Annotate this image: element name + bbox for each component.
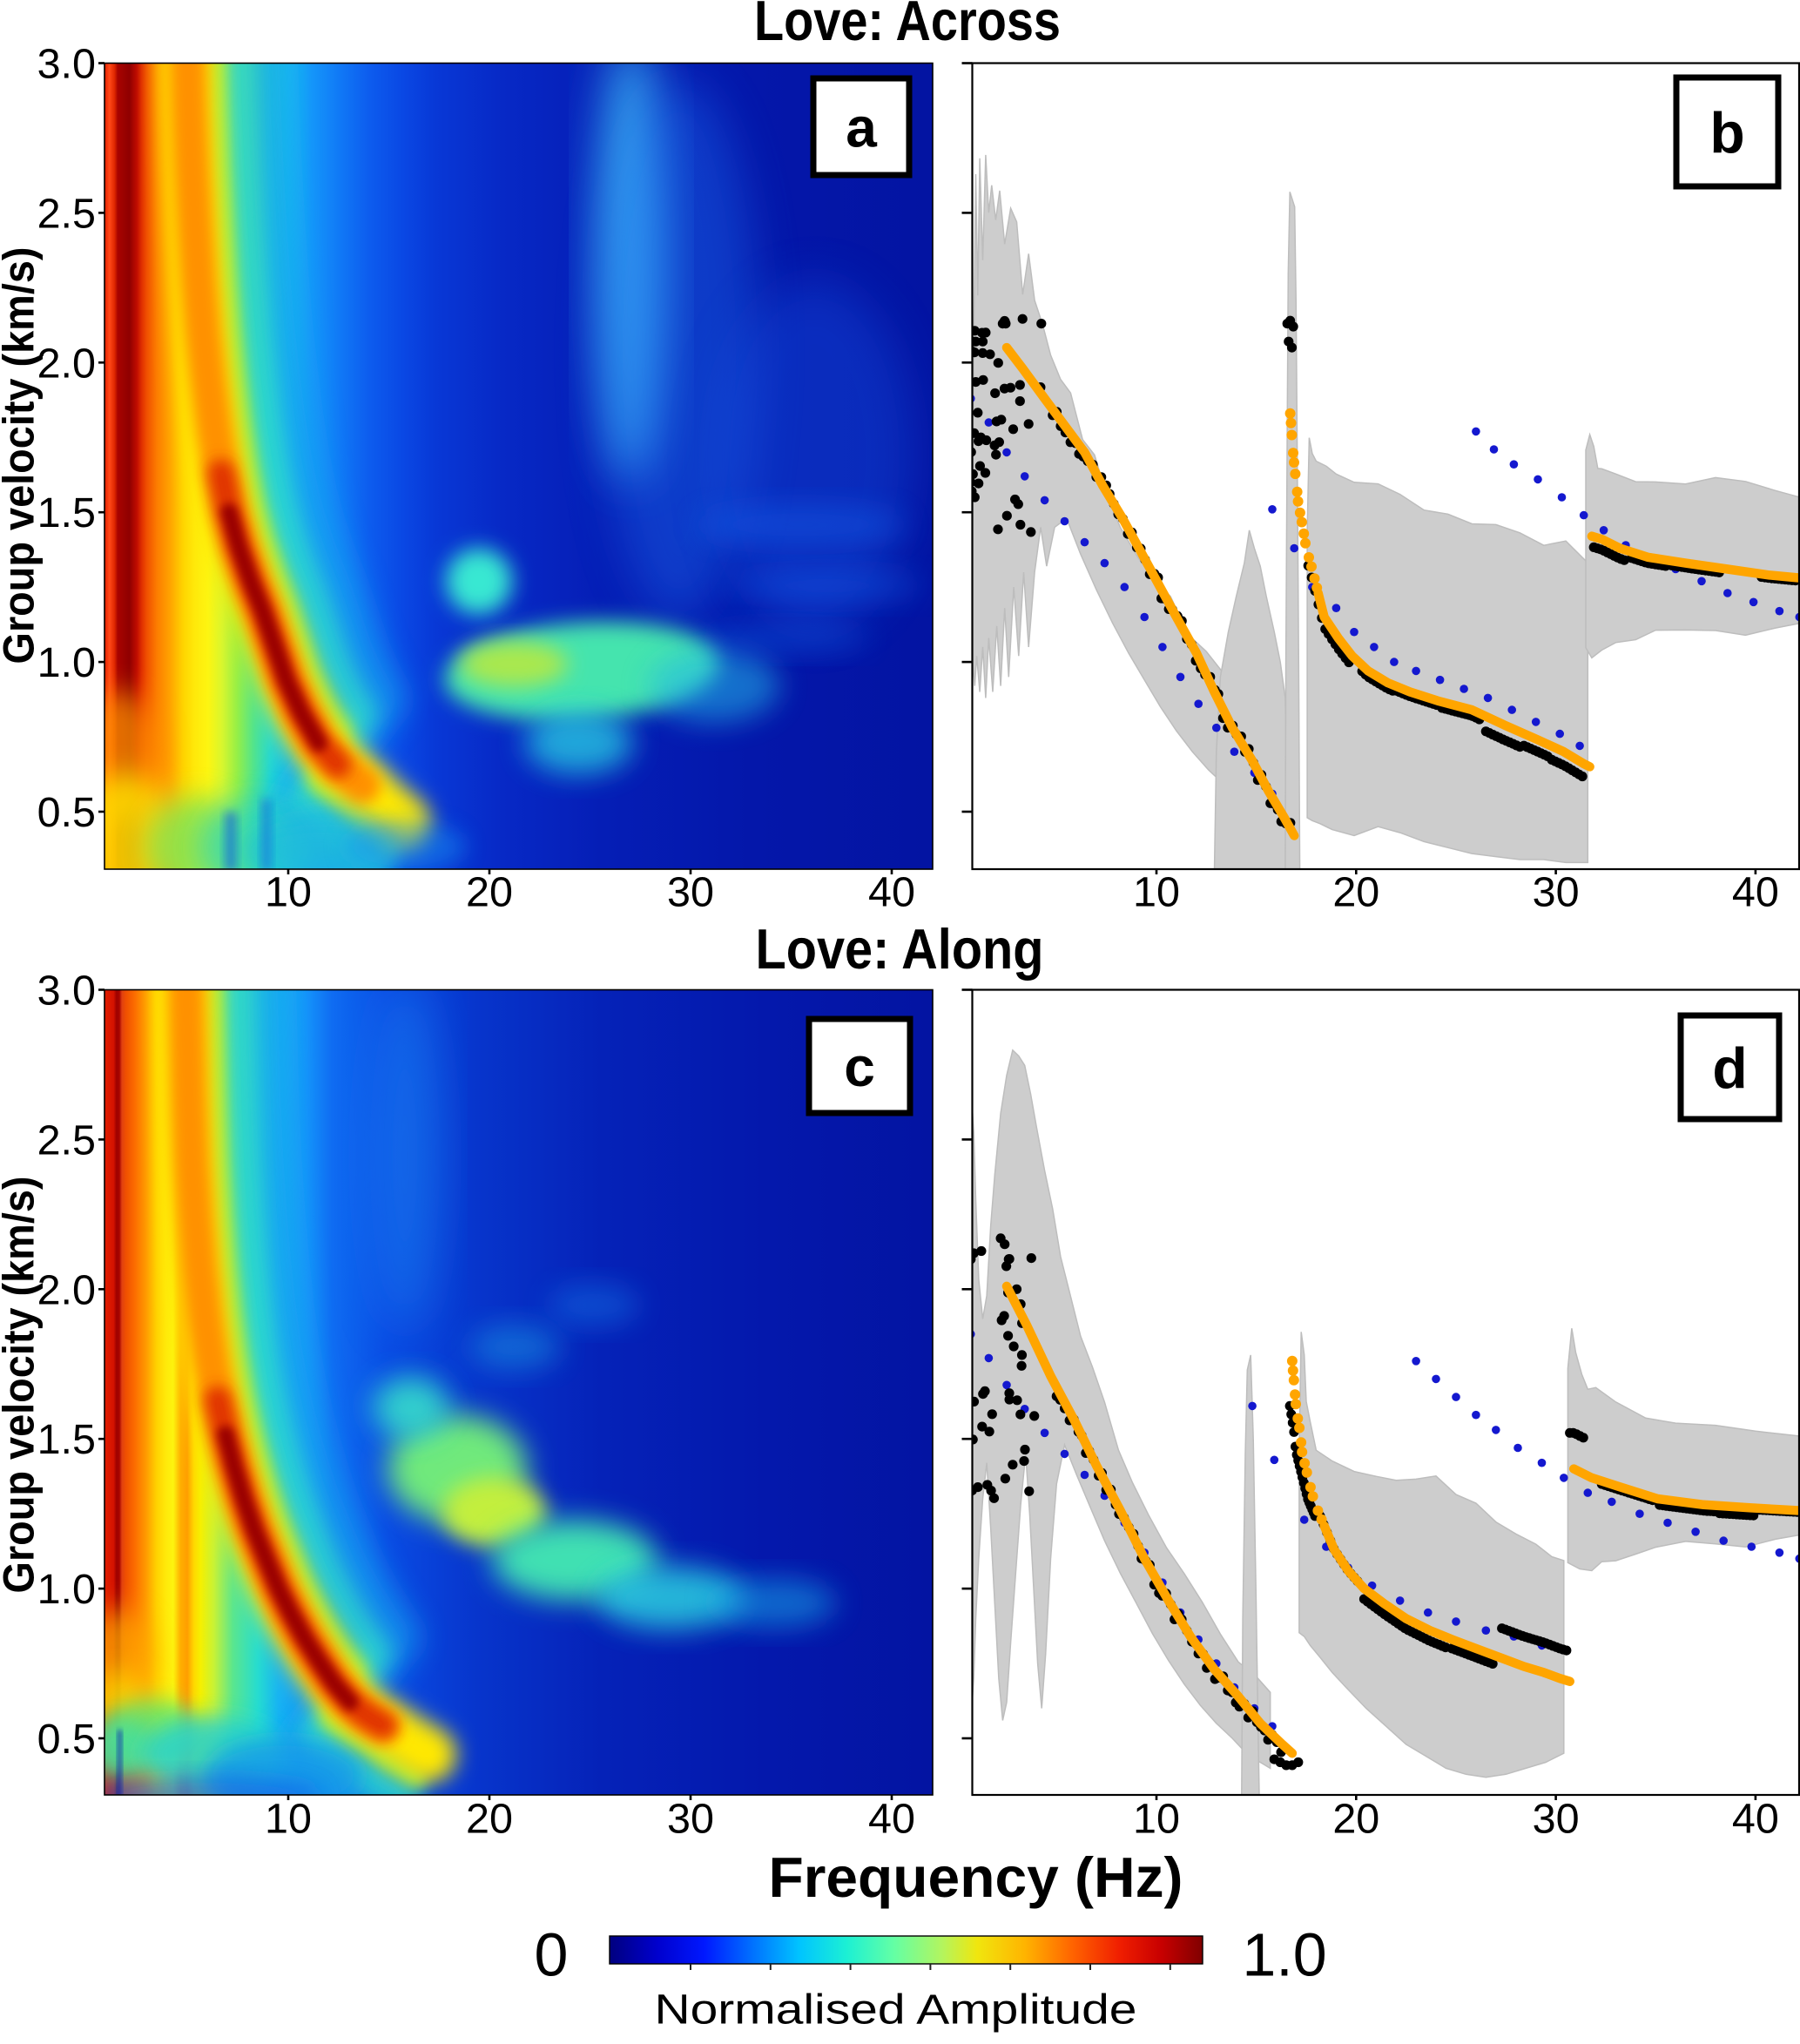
svg-text:c: c xyxy=(844,1035,875,1098)
svg-text:0.5: 0.5 xyxy=(37,1716,96,1763)
svg-text:10: 10 xyxy=(265,869,312,916)
svg-text:1.0: 1.0 xyxy=(1242,1921,1326,1989)
svg-text:Love: Along: Love: Along xyxy=(756,917,1044,981)
svg-text:d: d xyxy=(1712,1035,1747,1100)
svg-text:Group velocity (km/s): Group velocity (km/s) xyxy=(0,1177,44,1594)
svg-text:40: 40 xyxy=(1732,869,1779,916)
svg-text:2.0: 2.0 xyxy=(37,1266,96,1313)
svg-text:3.0: 3.0 xyxy=(37,41,96,88)
svg-text:20: 20 xyxy=(1332,869,1379,916)
svg-text:1.0: 1.0 xyxy=(37,1566,96,1613)
svg-text:b: b xyxy=(1709,100,1744,165)
svg-text:10: 10 xyxy=(1133,1796,1180,1843)
svg-text:30: 30 xyxy=(667,1796,714,1843)
svg-text:a: a xyxy=(846,97,877,159)
svg-text:20: 20 xyxy=(466,1796,513,1843)
svg-text:10: 10 xyxy=(265,1796,312,1843)
svg-text:30: 30 xyxy=(1533,869,1580,916)
svg-text:40: 40 xyxy=(1732,1796,1779,1843)
svg-text:30: 30 xyxy=(1533,1796,1580,1843)
svg-text:Frequency (Hz): Frequency (Hz) xyxy=(769,1845,1183,1909)
svg-text:1.5: 1.5 xyxy=(37,489,96,536)
svg-text:10: 10 xyxy=(1133,869,1180,916)
svg-text:40: 40 xyxy=(868,1796,915,1843)
svg-text:2.5: 2.5 xyxy=(37,1116,96,1164)
svg-text:Group velocity (km/s): Group velocity (km/s) xyxy=(0,247,44,664)
svg-text:20: 20 xyxy=(466,869,513,916)
svg-text:40: 40 xyxy=(868,869,915,916)
svg-text:2.5: 2.5 xyxy=(37,190,96,237)
svg-text:30: 30 xyxy=(667,869,714,916)
svg-text:3.0: 3.0 xyxy=(37,968,96,1015)
svg-text:Normalised Amplitude: Normalised Amplitude xyxy=(655,1986,1137,2033)
svg-text:0.5: 0.5 xyxy=(37,789,96,836)
svg-text:0: 0 xyxy=(535,1921,569,1989)
svg-text:Love: Across: Love: Across xyxy=(754,0,1061,52)
svg-text:1.0: 1.0 xyxy=(37,639,96,686)
svg-text:2.0: 2.0 xyxy=(37,340,96,387)
svg-text:20: 20 xyxy=(1332,1796,1379,1843)
svg-text:1.5: 1.5 xyxy=(37,1416,96,1463)
